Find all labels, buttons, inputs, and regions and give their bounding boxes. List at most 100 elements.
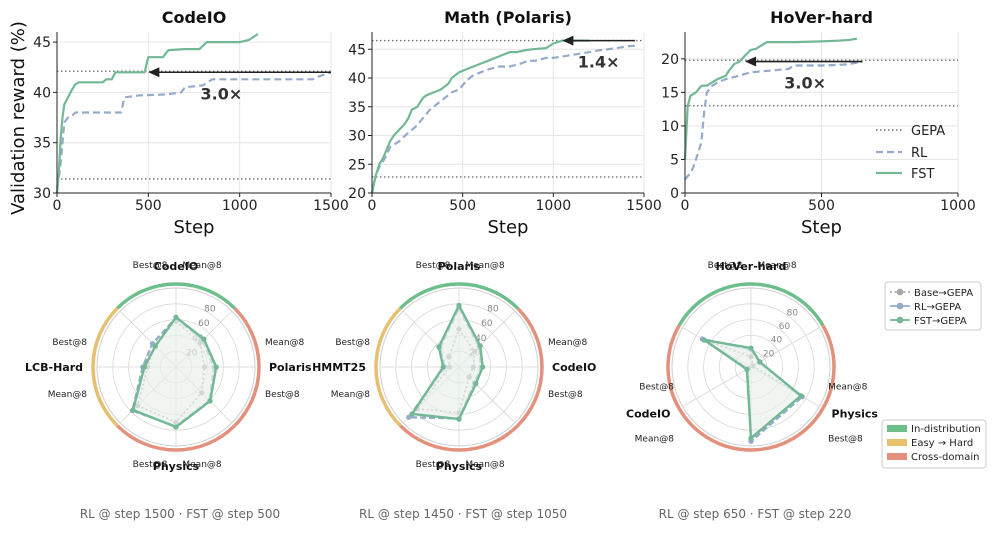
line-chart-2: 1.4× 20 25 30 35 40 45 0 500 1000 1500 Math (Polari… [348, 8, 662, 238]
x-tick-label: 500 [449, 198, 476, 214]
radar-chart-1: 20406080CodeIOPolarisPhysicsLCB-HardBest… [25, 260, 312, 521]
radar-sub-label: Mean@8 [48, 390, 88, 400]
chart-title: Math (Polaris) [444, 8, 572, 27]
radar-sub-label: Mean@8 [828, 383, 868, 393]
radar-sub-label: Mean@8 [548, 338, 588, 348]
x-tick-label: 1000 [536, 198, 572, 214]
radar-axis-label: Polaris [269, 361, 312, 374]
radar-sub-label: Mean@8 [265, 338, 305, 348]
radar-tick-label: 40 [771, 336, 783, 346]
radar-tick-label: 80 [487, 305, 499, 315]
radar-category-band [399, 282, 519, 310]
x-tick-label: 0 [681, 198, 690, 214]
radar-tick-label: 80 [204, 305, 216, 315]
radar-data-point [744, 366, 750, 372]
radar-data-point [440, 364, 446, 370]
legend-rl-label: RL [911, 146, 928, 161]
x-tick-label: 0 [53, 198, 62, 214]
radar-sub-label: Mean@8 [635, 435, 675, 445]
line-chart-3: 3.0× 0 5 10 15 20 0 500 1000 HoVer-hard Step GEPA RL… [661, 8, 976, 238]
y-tick-label: 15 [661, 85, 679, 101]
speedup-annotation: 1.4× [578, 53, 620, 72]
chart-title: HoVer-hard [770, 8, 873, 27]
series-rl-line [55, 71, 332, 189]
radar-data-point [207, 398, 213, 404]
x-axis-label: Step [488, 217, 529, 238]
radar-tick-label: 60 [481, 319, 493, 329]
radar-data-point [473, 381, 479, 387]
band-legend-swatch [887, 439, 907, 446]
radar-sub-label: Best@8 [133, 261, 168, 271]
y-tick-label: 25 [348, 157, 366, 173]
radar-legend-label: Base→GEPA [914, 288, 973, 299]
radar-chart-3: 20 40 60 80 HoVer-hard Physics CodeIO Best@8 Mea… [626, 260, 878, 521]
radar-category-band [91, 307, 119, 427]
radar-spoke [682, 366, 752, 407]
radar-data-point [173, 424, 179, 430]
radar-category-band [116, 424, 236, 452]
y-tick-label: 30 [33, 186, 51, 202]
line-chart-1: 3.0× 30 35 40 45 0 500 1000 1500 CodeIO Step [33, 8, 349, 238]
legend-fst-label: FST [911, 167, 935, 182]
radar-series-legend: Base→GEPA RL→GEPA FST→GEPA [884, 281, 982, 331]
radar-spoke [750, 327, 820, 368]
shared-y-axis-label: Validation reward (%) [8, 21, 29, 215]
radar-data-point [409, 411, 415, 417]
speedup-arrowhead [562, 35, 574, 46]
band-legend-label: Cross-domain [911, 452, 979, 463]
radar-category-band [374, 307, 402, 427]
radar-legend-frame [884, 281, 982, 331]
radar-axis-label: Physics [832, 408, 879, 421]
radar-data-point [798, 393, 804, 399]
radar-sub-label: Mean@8 [331, 390, 371, 400]
y-tick-label: 0 [670, 186, 679, 202]
x-tick-label: 1000 [222, 198, 258, 214]
band-legend-label: In-distribution [911, 424, 981, 435]
radar-data-point [213, 364, 219, 370]
radar-sub-label: Best@8 [416, 460, 451, 470]
band-legend-frame [881, 419, 987, 469]
radar-data-point [141, 364, 147, 370]
radar-category-band [666, 324, 752, 452]
category-band-legend: In-distribution Easy → Hard Cross-domain [881, 419, 987, 469]
radar-data-point [436, 344, 442, 350]
series-fst-line [683, 37, 858, 160]
radar-data-point [130, 407, 136, 413]
y-tick-label: 20 [348, 186, 366, 202]
radar-legend-label: FST→GEPA [914, 316, 967, 327]
y-tick-label: 40 [33, 85, 51, 101]
radar-sub-label: Mean@8 [757, 261, 797, 271]
radar-sub-label: Best@8 [133, 460, 168, 470]
radar-sub-label: Best@8 [52, 338, 87, 348]
radar-legend-swatch-marker [896, 288, 904, 296]
band-legend-swatch [887, 453, 907, 460]
radar-sub-label: Mean@8 [465, 261, 505, 271]
series-fst-line [370, 39, 590, 194]
radar-data-point [201, 336, 207, 342]
y-tick-label: 20 [661, 52, 679, 68]
radar-tick-label: 80 [787, 308, 799, 318]
radar-data-point [456, 416, 462, 422]
radar-axis-label: CodeIO [552, 361, 596, 374]
radar-category-band [750, 324, 836, 452]
radar-category-band [677, 282, 825, 327]
radar-sub-label: Best@8 [708, 261, 743, 271]
radar-data-point [152, 343, 158, 349]
radar-data-point [173, 314, 179, 320]
x-tick-label: 1500 [313, 198, 349, 214]
radar-axis-label: CodeIO [626, 408, 670, 421]
speedup-annotation: 3.0× [784, 74, 826, 93]
x-tick-label: 500 [808, 198, 835, 214]
radar-footer: RL @ step 1500 · FST @ step 500 [80, 507, 280, 521]
legend-gepa-label: GEPA [911, 124, 945, 139]
radar-data-point [701, 337, 708, 343]
radar-axis-label: HMMT25 [312, 361, 366, 374]
radar-category-band [516, 307, 544, 427]
series-rl-line [684, 60, 863, 181]
radar-data-point [757, 359, 763, 365]
radar-category-band [116, 282, 236, 310]
radar-tick-label: 20 [763, 349, 775, 359]
radar-category-band [399, 424, 519, 452]
radar-data-point [456, 302, 462, 308]
